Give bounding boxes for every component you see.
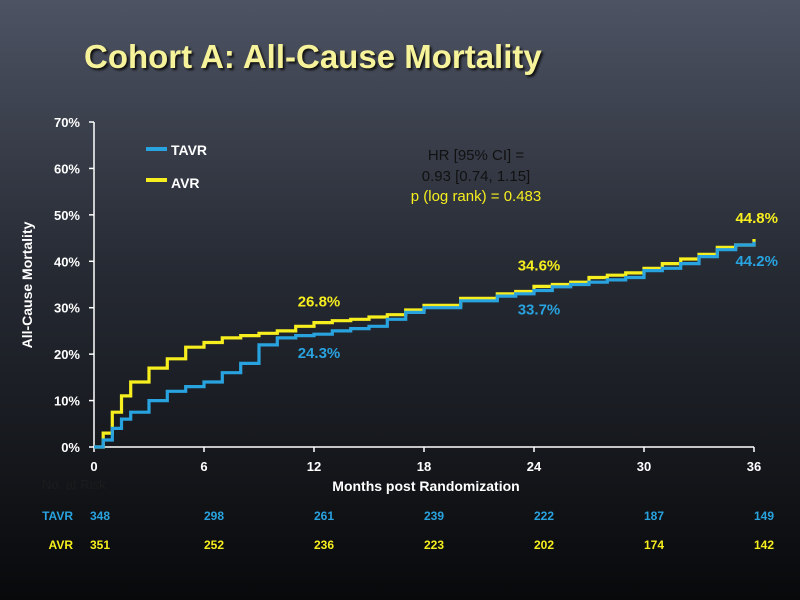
y-tick-label: 40% bbox=[54, 254, 80, 269]
y-tick-label: 10% bbox=[54, 394, 80, 409]
risk-value: 348 bbox=[90, 509, 110, 523]
annotation-avr: 26.8% bbox=[298, 294, 341, 311]
x-tick-label: 6 bbox=[200, 459, 207, 474]
y-tick-label: 30% bbox=[54, 301, 80, 316]
risk-value: 187 bbox=[644, 509, 664, 523]
annotation-avr: 44.8% bbox=[735, 210, 778, 227]
risk-value: 252 bbox=[204, 538, 224, 552]
risk-value: 223 bbox=[424, 538, 444, 552]
x-tick-label: 12 bbox=[307, 459, 321, 474]
number-at-risk: No. at Risk TAVR 348 298 261 239 222 187 149 AVR… bbox=[42, 477, 774, 552]
annotation-tavr: 33.7% bbox=[518, 302, 561, 319]
legend-label-avr: AVR bbox=[171, 175, 200, 191]
x-tick-label: 18 bbox=[417, 459, 431, 474]
annotation-tavr: 44.2% bbox=[735, 253, 778, 270]
legend: TAVR AVR bbox=[146, 142, 207, 191]
x-axis-title: Months post Randomization bbox=[332, 478, 519, 494]
x-tick-label: 24 bbox=[527, 459, 542, 474]
x-tick-label: 0 bbox=[90, 459, 97, 474]
risk-row-label: AVR bbox=[49, 538, 74, 552]
series-lines bbox=[94, 239, 756, 449]
risk-value: 149 bbox=[754, 509, 774, 523]
hr-line-2: 0.93 [0.74, 1.15] bbox=[422, 168, 530, 185]
risk-value: 239 bbox=[424, 509, 444, 523]
hr-line-1: HR [95% CI] = bbox=[428, 147, 525, 164]
value-annotations: 26.8% 24.3% 34.6% 33.7% 44.8% 44.2% bbox=[298, 210, 778, 362]
annotation-avr: 34.6% bbox=[518, 257, 561, 274]
series-line-tavr bbox=[94, 241, 756, 449]
x-tick-label: 30 bbox=[637, 459, 651, 474]
risk-row-label: TAVR bbox=[42, 509, 73, 523]
p-value: p (log rank) = 0.483 bbox=[411, 188, 542, 205]
risk-value: 202 bbox=[534, 538, 554, 552]
risk-value: 236 bbox=[314, 538, 334, 552]
risk-value: 298 bbox=[204, 509, 224, 523]
slide-title: Cohort A: All-Cause Mortality bbox=[84, 38, 542, 75]
risk-title: No. at Risk bbox=[42, 477, 106, 492]
y-axis-ticks: 0% 10% 20% 30% 40% 50% 60% 70% bbox=[54, 115, 94, 455]
y-tick-label: 60% bbox=[54, 161, 80, 176]
y-tick-label: 0% bbox=[61, 440, 80, 455]
risk-value: 174 bbox=[644, 538, 664, 552]
y-tick-label: 70% bbox=[54, 115, 80, 130]
x-axis-ticks: 0 6 12 18 24 30 36 bbox=[90, 447, 761, 474]
x-tick-label: 36 bbox=[747, 459, 761, 474]
risk-value: 222 bbox=[534, 509, 554, 523]
risk-value: 351 bbox=[90, 538, 110, 552]
risk-value: 261 bbox=[314, 509, 334, 523]
y-axis-title: All-Cause Mortality bbox=[19, 221, 35, 348]
legend-label-tavr: TAVR bbox=[171, 142, 207, 158]
hr-annotation: HR [95% CI] = 0.93 [0.74, 1.15] p (log r… bbox=[411, 147, 542, 205]
y-tick-label: 50% bbox=[54, 208, 80, 223]
risk-value: 142 bbox=[754, 538, 774, 552]
series-line-avr bbox=[94, 239, 756, 449]
annotation-tavr: 24.3% bbox=[298, 345, 341, 362]
y-tick-label: 20% bbox=[54, 347, 80, 362]
